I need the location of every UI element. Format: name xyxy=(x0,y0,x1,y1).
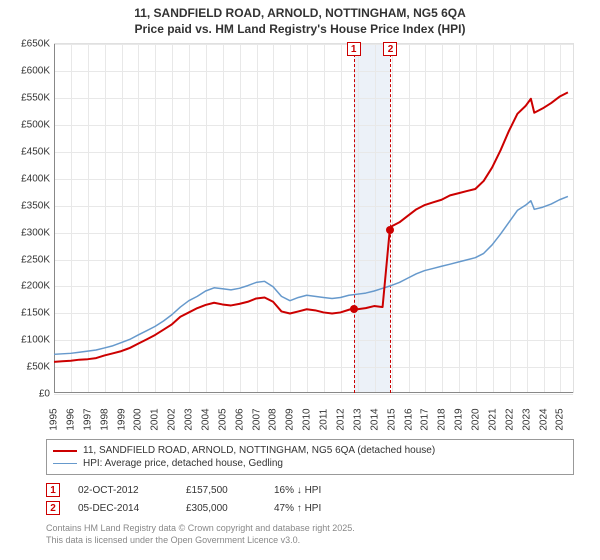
x-tick-label: 2014 xyxy=(369,409,380,431)
x-tick-label: 2016 xyxy=(403,409,414,431)
x-tick-label: 2010 xyxy=(302,409,313,431)
x-tick-label: 2003 xyxy=(184,409,195,431)
sale-row-date: 02-OCT-2012 xyxy=(78,485,168,496)
x-tick-label: 2012 xyxy=(336,409,347,431)
y-tick-label: £650K xyxy=(21,39,50,50)
x-tick-label: 2004 xyxy=(200,409,211,431)
series-svg xyxy=(54,44,573,393)
x-tick-label: 2009 xyxy=(285,409,296,431)
x-tick-label: 2006 xyxy=(234,409,245,431)
x-tick-label: 2022 xyxy=(504,409,515,431)
x-tick-label: 2015 xyxy=(386,409,397,431)
legend-label: 11, SANDFIELD ROAD, ARNOLD, NOTTINGHAM, … xyxy=(83,445,435,456)
x-tick-label: 2024 xyxy=(538,409,549,431)
x-tick-label: 2005 xyxy=(217,409,228,431)
y-tick-label: £450K xyxy=(21,146,50,157)
legend: 11, SANDFIELD ROAD, ARNOLD, NOTTINGHAM, … xyxy=(46,439,574,475)
x-tick-label: 1997 xyxy=(82,409,93,431)
sale-row-badge: 1 xyxy=(46,483,60,497)
x-tick-label: 2001 xyxy=(150,409,161,431)
y-tick-label: £400K xyxy=(21,173,50,184)
plot-area: £0£50K£100K£150K£200K£250K£300K£350K£400… xyxy=(54,43,574,393)
x-tick-label: 2000 xyxy=(133,409,144,431)
footer-attribution: Contains HM Land Registry data © Crown c… xyxy=(46,523,574,546)
x-tick-label: 2018 xyxy=(437,409,448,431)
series-line xyxy=(54,93,568,363)
y-tick-label: £250K xyxy=(21,254,50,265)
sale-point-dot xyxy=(386,226,394,234)
y-tick-label: £0 xyxy=(39,389,50,400)
x-tick-label: 1996 xyxy=(65,409,76,431)
title-line-1: 11, SANDFIELD ROAD, ARNOLD, NOTTINGHAM, … xyxy=(0,6,600,22)
sale-row-price: £305,000 xyxy=(186,503,256,514)
y-tick-label: £150K xyxy=(21,308,50,319)
sale-row: 2 05-DEC-2014 £305,000 47% ↑ HPI xyxy=(46,499,574,517)
x-tick-label: 1998 xyxy=(99,409,110,431)
footer-line-2: This data is licensed under the Open Gov… xyxy=(46,535,574,547)
footer-line-1: Contains HM Land Registry data © Crown c… xyxy=(46,523,574,535)
x-tick-label: 2019 xyxy=(454,409,465,431)
sale-row-badge: 2 xyxy=(46,501,60,515)
legend-row: HPI: Average price, detached house, Gedl… xyxy=(53,457,567,470)
sales-table: 1 02-OCT-2012 £157,500 16% ↓ HPI 2 05-DEC-201… xyxy=(46,481,574,517)
chart-title-block: 11, SANDFIELD ROAD, ARNOLD, NOTTINGHAM, … xyxy=(0,0,600,39)
gridline-h xyxy=(54,394,573,395)
x-tick-label: 2002 xyxy=(167,409,178,431)
legend-swatch xyxy=(53,463,77,464)
y-tick-label: £600K xyxy=(21,66,50,77)
x-tick-label: 1999 xyxy=(116,409,127,431)
sale-point-dot xyxy=(350,305,358,313)
x-tick-label: 2011 xyxy=(319,409,330,431)
x-tick-label: 2021 xyxy=(487,409,498,431)
y-tick-label: £550K xyxy=(21,93,50,104)
sale-row-delta: 47% ↑ HPI xyxy=(274,503,364,514)
x-tick-label: 2023 xyxy=(521,409,532,431)
y-tick-label: £200K xyxy=(21,281,50,292)
x-tick-label: 2017 xyxy=(420,409,431,431)
x-tick-label: 2025 xyxy=(555,409,566,431)
legend-label: HPI: Average price, detached house, Gedl… xyxy=(83,458,283,469)
y-tick-label: £100K xyxy=(21,335,50,346)
y-tick-label: £300K xyxy=(21,227,50,238)
x-tick-label: 2020 xyxy=(471,409,482,431)
y-tick-label: £50K xyxy=(27,362,50,373)
chart-area: £0 £50K £100K £150K £200K £250K £300K £350K £400… xyxy=(8,43,592,433)
sale-row-date: 05-DEC-2014 xyxy=(78,503,168,514)
legend-swatch xyxy=(53,450,77,452)
legend-row: 11, SANDFIELD ROAD, ARNOLD, NOTTINGHAM, … xyxy=(53,444,567,457)
sale-row: 1 02-OCT-2012 £157,500 16% ↓ HPI xyxy=(46,481,574,499)
sale-row-price: £157,500 xyxy=(186,485,256,496)
x-tick-label: 1995 xyxy=(49,409,60,431)
x-tick-label: 2007 xyxy=(251,409,262,431)
title-line-2: Price paid vs. HM Land Registry's House … xyxy=(0,22,600,38)
x-tick-label: 2008 xyxy=(268,409,279,431)
y-tick-label: £500K xyxy=(21,119,50,130)
series-line xyxy=(54,197,568,355)
y-tick-label: £350K xyxy=(21,200,50,211)
x-tick-label: 2013 xyxy=(352,409,363,431)
sale-row-delta: 16% ↓ HPI xyxy=(274,485,364,496)
